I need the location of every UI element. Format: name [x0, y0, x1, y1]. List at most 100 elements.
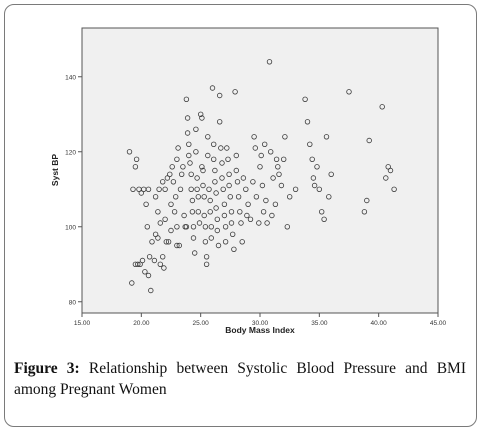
data-point	[252, 145, 258, 151]
data-point	[193, 126, 199, 132]
data-point	[233, 152, 239, 159]
data-point	[174, 224, 180, 230]
data-point	[194, 175, 200, 181]
x-tick-label: 30.00	[252, 320, 269, 327]
data-point	[189, 197, 196, 204]
data-point	[239, 239, 245, 245]
data-point	[187, 160, 193, 166]
data-point	[346, 89, 352, 95]
data-point	[310, 175, 317, 181]
data-point	[208, 224, 214, 230]
data-point	[213, 190, 219, 196]
data-point	[203, 261, 210, 267]
data-point	[228, 209, 235, 215]
data-point	[178, 171, 185, 177]
data-point	[213, 205, 219, 211]
x-tick-label: 15.00	[74, 320, 91, 327]
data-point	[259, 182, 266, 189]
data-point	[146, 254, 153, 260]
x-axis: 15.00 20.00 25.00 30.00 35.00 40.00 45.00	[74, 313, 447, 327]
data-point	[316, 186, 322, 192]
data-point	[202, 239, 209, 245]
data-point	[379, 104, 385, 110]
data-point	[138, 190, 144, 196]
data-point	[156, 186, 162, 192]
data-point	[161, 265, 167, 271]
data-point	[193, 149, 199, 155]
data-point	[383, 175, 389, 181]
data-point	[225, 156, 231, 162]
data-point	[159, 254, 166, 260]
data-point	[162, 216, 168, 222]
data-point	[212, 167, 218, 174]
data-point	[203, 254, 210, 260]
data-point	[181, 212, 187, 219]
data-point	[155, 235, 161, 241]
data-point	[326, 194, 332, 200]
data-point	[174, 242, 180, 249]
data-point	[319, 209, 325, 215]
data-point	[281, 156, 287, 162]
data-point	[226, 171, 232, 177]
data-point	[226, 182, 232, 189]
data-point	[220, 186, 226, 192]
data-point	[186, 152, 192, 159]
data-point	[247, 216, 254, 222]
data-point	[177, 186, 184, 192]
data-point	[273, 156, 280, 162]
data-point	[157, 220, 163, 226]
data-point	[190, 235, 197, 241]
data-point	[266, 59, 273, 65]
data-point	[143, 201, 149, 207]
data-point	[240, 175, 247, 181]
data-point	[275, 164, 281, 170]
data-point	[144, 224, 150, 230]
data-point	[201, 194, 207, 200]
data-point	[234, 179, 241, 185]
data-point	[155, 209, 161, 215]
data-point	[257, 164, 263, 170]
data-point	[219, 160, 225, 166]
data-point	[221, 212, 228, 219]
data-point	[224, 145, 230, 151]
data-point	[221, 201, 228, 207]
data-point	[196, 220, 203, 226]
x-axis-label: Body Mass Index	[225, 325, 295, 335]
data-point	[188, 186, 194, 192]
data-point	[194, 186, 200, 192]
data-point	[201, 212, 207, 219]
data-point	[311, 182, 318, 189]
data-point	[169, 164, 175, 170]
data-point	[162, 186, 168, 192]
data-point	[167, 171, 173, 177]
data-point	[205, 152, 211, 159]
data-point	[159, 179, 166, 185]
scatter-chart: 15.00 20.00 25.00 30.00 35.00 40.00 45.00 80 10…	[50, 27, 447, 335]
data-point	[206, 186, 212, 192]
plot-area	[81, 27, 439, 314]
data-point	[328, 171, 334, 177]
data-point	[244, 212, 250, 219]
data-point	[222, 224, 229, 230]
caption-text: Relationship between Systolic Blood Pres…	[14, 360, 466, 398]
data-point	[184, 130, 191, 136]
data-point	[251, 134, 257, 140]
data-point	[176, 242, 182, 249]
data-point	[260, 209, 267, 215]
figure-caption: Figure 3: Relationship between Systolic …	[14, 358, 466, 400]
data-point	[157, 261, 163, 267]
data-point	[186, 141, 192, 147]
data-point	[197, 111, 204, 117]
data-point	[170, 179, 177, 185]
data-point	[228, 220, 235, 226]
y-tick-label: 140	[65, 74, 76, 81]
data-point	[235, 194, 242, 200]
data-point	[184, 115, 191, 121]
data-point	[361, 209, 368, 215]
data-point	[321, 216, 327, 222]
y-axis: 80 100 120 140	[65, 74, 82, 306]
data-point	[142, 269, 148, 275]
data-point	[262, 141, 268, 147]
data-point	[272, 201, 279, 207]
data-point	[364, 197, 370, 204]
